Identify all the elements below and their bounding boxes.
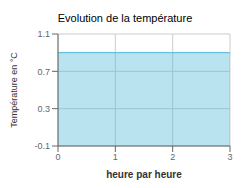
html-text:Evolution de la température: Evolution de la température [57, 12, 193, 24]
svg-text:0: 0 [55, 152, 60, 162]
svg-text:0.3: 0.3 [37, 104, 50, 114]
svg-text:heure par heure: heure par heure [106, 169, 182, 180]
svg-text:1.1: 1.1 [37, 29, 50, 39]
svg-text:Température en °C: Température en °C [9, 52, 19, 128]
svg-text:3: 3 [227, 152, 232, 162]
svg-text:1: 1 [113, 152, 118, 162]
svg-text:2: 2 [170, 152, 175, 162]
svg-text:0.7: 0.7 [37, 67, 50, 77]
svg-text:-0.1: -0.1 [34, 141, 50, 151]
